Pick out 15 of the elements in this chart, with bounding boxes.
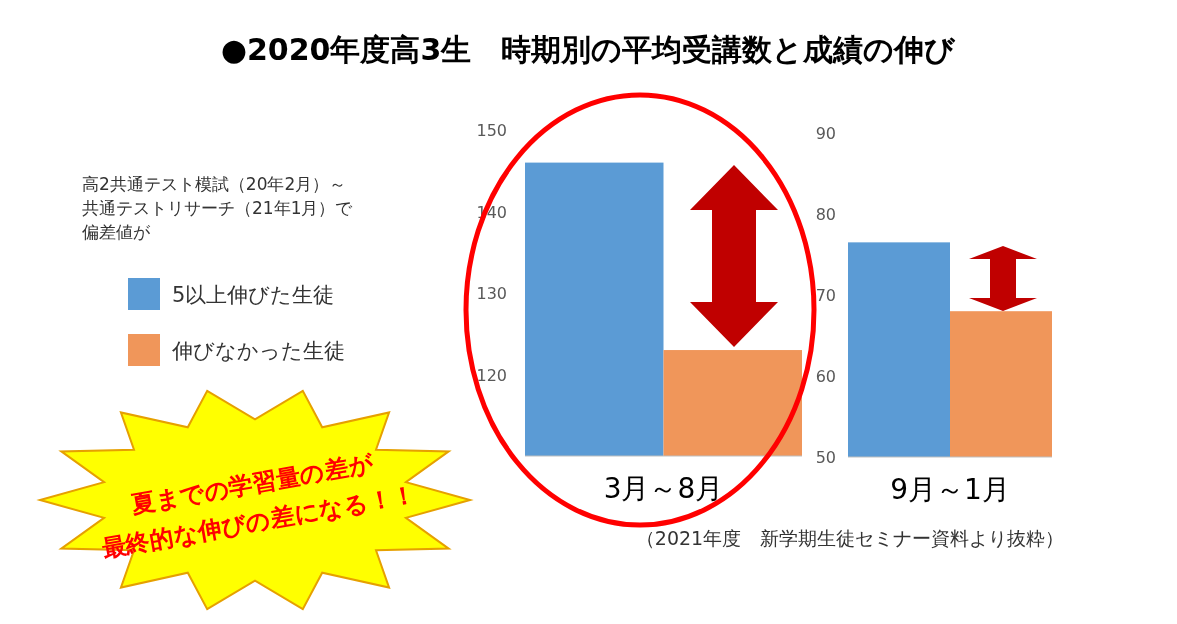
legend-label: 5以上伸びた生徒 [172,283,335,307]
legend-label: 伸びなかった生徒 [171,339,345,363]
y-tick-label: 50 [815,448,836,467]
y-tick-label: 60 [815,367,836,386]
x-tick-label: 9月～1月 [890,473,1010,506]
legend-title: 高2共通テスト模試（20年2月）～共通テストリサーチ（21年1月）で偏差値が [82,174,354,242]
text: （2021年度 新学期生徒セミナー資料より抜粋） [635,527,1065,549]
chart-title: ●2020年度高3生 時期別の平均受講数と成績の伸び [220,32,957,67]
y-tick-label: 80 [815,205,836,224]
y-tick-label: 70 [815,286,836,305]
y-tick-label: 130 [476,284,507,303]
y-tick-label: 150 [476,121,507,140]
x-tick-label: 3月～8月 [603,472,724,505]
y-tick-label: 120 [476,365,507,385]
y-tick-label: 90 [815,124,836,143]
